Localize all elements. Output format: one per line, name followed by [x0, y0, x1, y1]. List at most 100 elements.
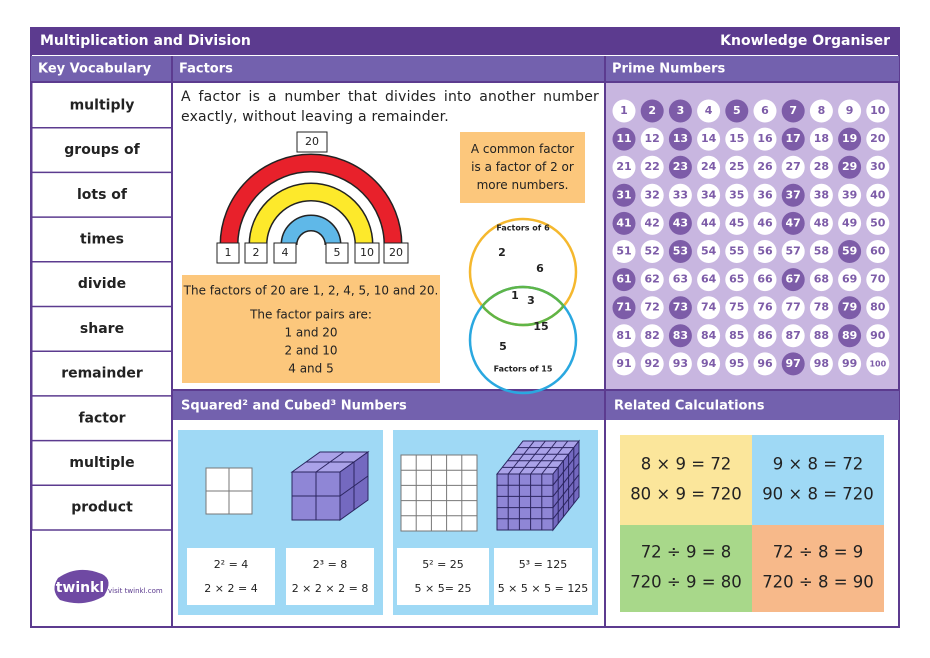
cube-edge: [541, 440, 569, 475]
number: 77: [786, 301, 801, 314]
number-cell: [697, 352, 721, 376]
number-cell: [838, 155, 862, 179]
number-cell: [781, 99, 805, 123]
number-cell: [640, 268, 664, 292]
number: 55: [729, 245, 744, 258]
cube-edge: [552, 463, 580, 497]
number-cell: [668, 268, 692, 292]
cube-edge: [552, 451, 580, 486]
number: 95: [729, 357, 744, 370]
section-bar: [172, 391, 899, 420]
number: 40: [870, 188, 886, 201]
label: 2 × 2 × 2 = 8: [292, 582, 369, 595]
number: 91: [616, 357, 631, 370]
number: 30: [870, 160, 886, 173]
number: 69: [842, 273, 857, 286]
number-cell: [725, 268, 749, 292]
number: 59: [842, 245, 857, 258]
number: 75: [729, 301, 744, 314]
number-cell: [809, 155, 833, 179]
number: 14: [701, 132, 717, 145]
number-cell: [612, 155, 636, 179]
label: Factors of 6: [496, 224, 550, 233]
number-cell: [809, 211, 833, 235]
number: 73: [673, 301, 688, 314]
number-cell: [866, 352, 890, 376]
title-bar: [31, 28, 899, 55]
number-cell: [866, 324, 890, 348]
number: 47: [786, 216, 801, 229]
number: 79: [842, 301, 857, 314]
number: 70: [870, 273, 886, 286]
number-cell: [809, 183, 833, 207]
cube-edge: [552, 485, 580, 520]
label: 5³ = 125: [519, 558, 568, 571]
number-cell: [612, 211, 636, 235]
number: 83: [673, 329, 688, 342]
number: 54: [701, 245, 717, 258]
number: 85: [729, 329, 744, 342]
number: 36: [757, 188, 773, 201]
number-cell: [866, 296, 890, 320]
number-cell: [838, 99, 862, 123]
vocab-word: lots of: [77, 187, 128, 203]
logo-url: visit twinkl.com: [108, 587, 163, 595]
cube-edge: [552, 474, 580, 508]
number-cell: [612, 296, 636, 320]
number-cell: [753, 127, 777, 151]
subtitle: Knowledge Organiser: [720, 33, 890, 49]
rainbow-band: [221, 155, 401, 246]
label: 20: [305, 135, 319, 148]
calc-box: [620, 435, 752, 525]
number-cell: [866, 155, 890, 179]
label: 720 ÷ 8 = 90: [762, 573, 874, 592]
number-box: [216, 242, 240, 264]
note-box: [460, 132, 585, 203]
fact-box: [286, 548, 374, 605]
label: 20: [389, 246, 403, 259]
label: 5 × 5= 25: [415, 582, 472, 595]
label: 2: [498, 246, 506, 259]
number: 28: [814, 160, 829, 173]
label: 3: [527, 294, 535, 307]
number-cell: [697, 296, 721, 320]
number-cell: [781, 352, 805, 376]
number-cell: [640, 240, 664, 263]
cube-face: [552, 439, 580, 532]
number: 57: [786, 245, 801, 258]
vocab-word: remainder: [61, 366, 143, 382]
number: 52: [645, 245, 660, 258]
number-cell: [838, 268, 862, 292]
vocab-word: factor: [78, 410, 125, 426]
number: 24: [701, 160, 717, 173]
number-cell: [640, 155, 664, 179]
number-box: [273, 242, 297, 264]
number-cell: [838, 352, 862, 376]
label: 15: [533, 320, 548, 333]
number: 29: [842, 160, 857, 173]
number-cell: [668, 127, 692, 151]
number-cell: [753, 211, 777, 235]
number: 48: [814, 216, 829, 229]
cube-edge: [530, 440, 557, 475]
section-bar: [31, 56, 899, 82]
number-cell: [809, 352, 833, 376]
number: 97: [786, 357, 801, 370]
number: 82: [645, 329, 660, 342]
label: 8 × 9 = 72: [641, 455, 732, 474]
number: 12: [645, 132, 660, 145]
number: 35: [729, 188, 744, 201]
number: 9: [846, 104, 854, 117]
label: 5² = 25: [422, 558, 464, 571]
number: 2: [648, 104, 656, 117]
number-cell: [809, 296, 833, 320]
number: 66: [757, 273, 773, 286]
label: 72 ÷ 9 = 8: [641, 543, 732, 562]
number: 33: [673, 188, 688, 201]
number-cell: [640, 127, 664, 151]
number-cell: [612, 99, 636, 123]
number-cell: [866, 127, 890, 151]
number: 27: [786, 160, 801, 173]
number: 89: [842, 329, 857, 342]
number-cell: [809, 99, 833, 123]
